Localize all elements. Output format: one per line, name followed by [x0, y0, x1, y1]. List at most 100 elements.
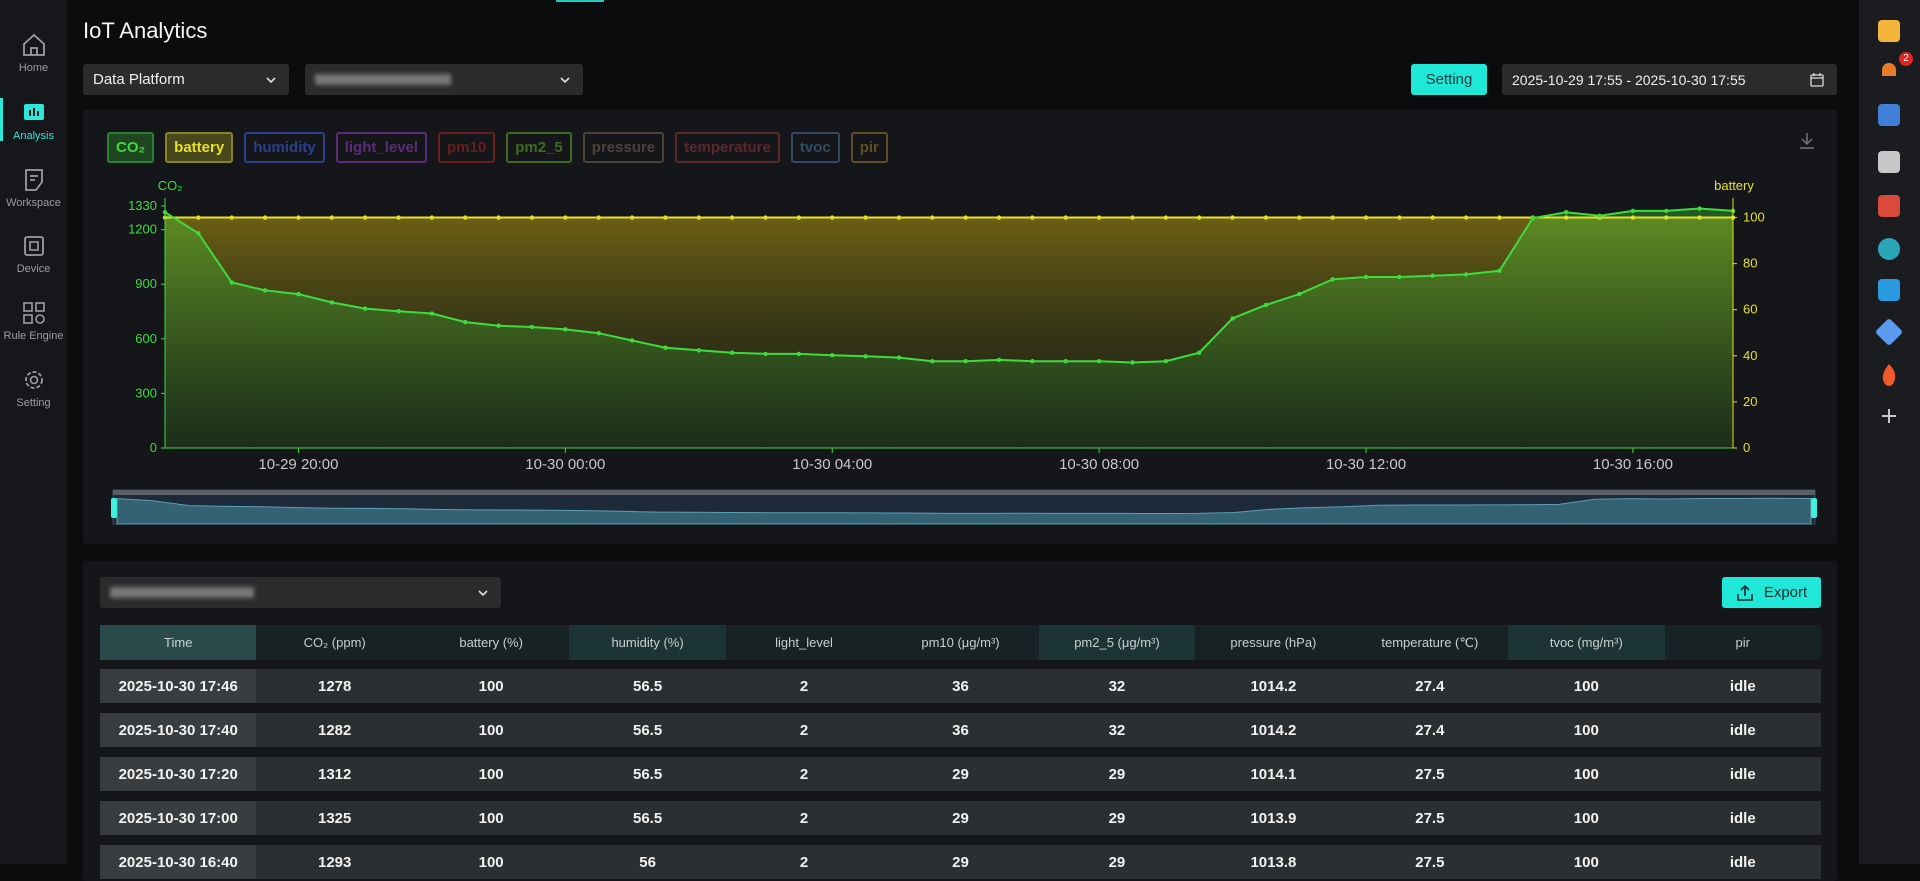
point — [296, 292, 300, 296]
y-axis-title: CO₂ — [158, 178, 183, 193]
point — [963, 215, 967, 219]
point — [663, 215, 667, 219]
point — [530, 325, 534, 329]
point — [763, 215, 767, 219]
point — [1097, 215, 1101, 219]
point — [663, 346, 667, 350]
point — [196, 215, 200, 219]
point — [1564, 210, 1568, 214]
point — [930, 215, 934, 219]
point — [630, 215, 634, 219]
point — [897, 215, 901, 219]
export-label: Export — [1764, 584, 1807, 601]
y2-tick-label: 40 — [1743, 348, 1757, 363]
point — [230, 280, 234, 284]
point — [430, 311, 434, 315]
point — [1697, 206, 1701, 210]
point — [230, 215, 234, 219]
table-panel — [83, 561, 1837, 881]
y-tick-label: 1200 — [128, 222, 157, 237]
zoom-top-bar — [113, 490, 1815, 495]
point — [530, 215, 534, 219]
point — [1497, 269, 1501, 273]
point — [463, 320, 467, 324]
point — [597, 215, 601, 219]
point — [363, 215, 367, 219]
point — [296, 215, 300, 219]
point — [1264, 303, 1268, 307]
point — [730, 215, 734, 219]
point — [1330, 277, 1334, 281]
point — [1364, 275, 1368, 279]
point — [1130, 215, 1134, 219]
y-tick-label: 900 — [135, 276, 157, 291]
blurred-text — [110, 587, 254, 598]
x-tick-label: 10-30 04:00 — [792, 456, 872, 473]
point — [463, 215, 467, 219]
point — [763, 352, 767, 356]
point — [363, 306, 367, 310]
point — [863, 354, 867, 358]
point — [563, 215, 567, 219]
export-button[interactable]: Export — [1722, 577, 1821, 608]
point — [1464, 272, 1468, 276]
y2-tick-label: 20 — [1743, 394, 1757, 409]
y2-tick-label: 0 — [1743, 440, 1750, 455]
point — [1397, 275, 1401, 279]
y2-axis-title: battery — [1714, 178, 1754, 193]
point — [630, 338, 634, 342]
point — [897, 355, 901, 359]
x-tick-label: 10-30 16:00 — [1593, 456, 1673, 473]
point — [1631, 215, 1635, 219]
point — [1364, 215, 1368, 219]
point — [797, 352, 801, 356]
point — [263, 215, 267, 219]
export-icon — [1736, 584, 1754, 602]
point — [1531, 216, 1535, 220]
chart: CO₂battery030060090012001330020406080100… — [0, 0, 1920, 560]
point — [1064, 359, 1068, 363]
point — [930, 359, 934, 363]
point — [1297, 215, 1301, 219]
zoom-handle[interactable] — [111, 498, 117, 518]
point — [863, 215, 867, 219]
point — [1431, 273, 1435, 277]
point — [797, 215, 801, 219]
point — [496, 324, 500, 328]
y-tick-label: 1330 — [128, 198, 157, 213]
point — [1130, 360, 1134, 364]
point — [330, 300, 334, 304]
point — [963, 359, 967, 363]
point — [1631, 209, 1635, 213]
point — [396, 309, 400, 313]
point — [1064, 215, 1068, 219]
point — [396, 215, 400, 219]
point — [1264, 215, 1268, 219]
point — [1164, 359, 1168, 363]
point — [430, 215, 434, 219]
point — [997, 215, 1001, 219]
x-tick-label: 10-30 00:00 — [525, 456, 605, 473]
point — [563, 327, 567, 331]
point — [1030, 359, 1034, 363]
point — [1197, 350, 1201, 354]
table-device-dropdown[interactable] — [100, 577, 501, 608]
point — [830, 215, 834, 219]
y2-tick-label: 100 — [1743, 210, 1765, 225]
point — [1597, 214, 1601, 218]
point — [1464, 215, 1468, 219]
y2-tick-label: 60 — [1743, 302, 1757, 317]
y-tick-label: 0 — [150, 440, 157, 455]
point — [597, 331, 601, 335]
y2-tick-label: 80 — [1743, 256, 1757, 271]
point — [830, 353, 834, 357]
y-tick-label: 300 — [135, 385, 157, 400]
point — [1397, 215, 1401, 219]
point — [1030, 215, 1034, 219]
point — [697, 215, 701, 219]
x-tick-label: 10-29 20:00 — [258, 456, 338, 473]
point — [1697, 215, 1701, 219]
point — [1431, 215, 1435, 219]
zoom-handle[interactable] — [1811, 498, 1817, 518]
